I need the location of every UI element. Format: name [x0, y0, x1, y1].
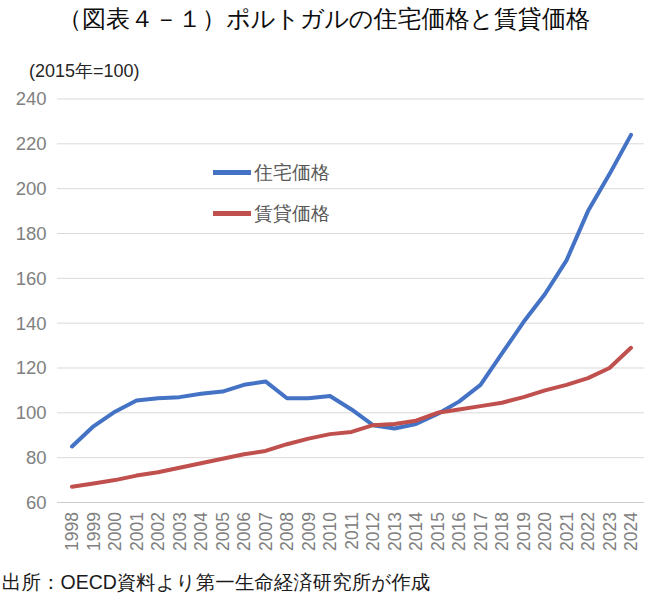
x-tick-label: 2004 [191, 512, 211, 551]
legend-item-rent: 賃貸価格 [213, 202, 330, 225]
x-tick-label: 2008 [277, 512, 297, 551]
y-tick-label: 120 [16, 357, 47, 378]
x-tick-label: 2001 [127, 512, 147, 551]
x-tick-label: 2023 [600, 512, 620, 551]
x-tick-label: 2017 [471, 512, 491, 551]
x-tick-label: 2016 [449, 512, 469, 551]
x-tick-label: 2024 [621, 512, 641, 551]
x-tick-label: 1998 [62, 512, 82, 551]
rent-line-swatch [213, 211, 251, 216]
y-tick-label: 200 [16, 178, 47, 199]
y-tick-label: 220 [16, 133, 47, 154]
x-tick-label: 2013 [385, 512, 405, 551]
source-note: 出所：OECD資料より第一生命経済研究所が作成 [2, 569, 430, 596]
x-tick-label: 2019 [514, 512, 534, 551]
x-tick-label: 2010 [320, 512, 340, 551]
legend-label-housing: 住宅価格 [254, 160, 330, 186]
housing-price-line [72, 135, 631, 447]
x-tick-label: 2002 [148, 512, 168, 551]
housing-line-swatch [213, 170, 251, 175]
x-tick-label: 2011 [342, 512, 362, 550]
x-tick-label: 2014 [406, 512, 426, 551]
y-tick-label: 140 [16, 313, 47, 334]
x-tick-label: 2020 [535, 512, 555, 551]
x-tick-label: 2005 [213, 512, 233, 551]
y-tick-label: 80 [26, 447, 47, 468]
x-tick-label: 2000 [105, 512, 125, 551]
legend-label-rent: 賃貸価格 [254, 201, 330, 227]
y-tick-label: 100 [16, 402, 47, 423]
x-tick-label: 2009 [299, 512, 319, 551]
x-tick-label: 2015 [428, 512, 448, 551]
legend-item-housing: 住宅価格 [213, 161, 330, 184]
x-tick-label: 2006 [234, 512, 254, 551]
y-tick-label: 60 [26, 492, 47, 513]
x-tick-label: 2012 [363, 512, 383, 551]
x-tick-label: 1999 [84, 512, 104, 551]
rent-price-line [72, 348, 631, 487]
line-chart: 60 80 100 120 140 160 180 200 220 240 199819992000… [0, 0, 648, 600]
x-tick-label: 2022 [578, 512, 598, 551]
x-tick-label: 2021 [557, 512, 577, 551]
x-tick-label: 2003 [170, 512, 190, 551]
x-tick-label: 2007 [256, 512, 276, 551]
y-tick-label: 240 [16, 88, 47, 109]
y-tick-label: 160 [16, 268, 47, 289]
x-tick-label: 2018 [492, 512, 512, 551]
y-tick-label: 180 [16, 223, 47, 244]
